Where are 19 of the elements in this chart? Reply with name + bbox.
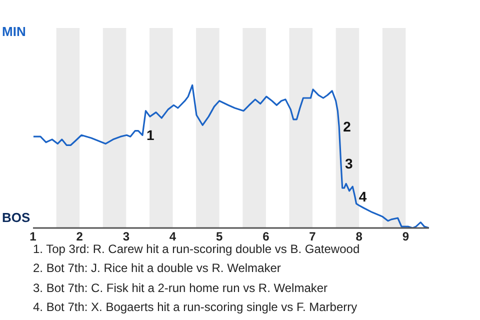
annotation: 2: [343, 118, 352, 135]
text: MIN: [2, 24, 26, 39]
x-tick-label: 5: [216, 230, 224, 244]
annotation: 4: [358, 188, 367, 205]
text: 4. Bot 7th: X. Bogaerts hit a run-scoring single vs F. Marberry: [33, 298, 358, 316]
x-tick-label: 4: [169, 230, 176, 244]
x-tick-label: 9: [402, 230, 410, 244]
annotation: 3: [344, 156, 353, 172]
annotation: 1: [146, 127, 154, 144]
x-tick-label: 2: [76, 230, 84, 244]
text: 1. Top 3rd: R. Carew hit a run-scoring double vs B. Gatewood: [33, 241, 360, 258]
text: 3. Bot 7th: C. Fisk hit a 2-run home run vs R. Welmaker: [33, 280, 329, 297]
text: 2. Bot 7th: J. Rice hit a double vs R. Welmaker: [33, 260, 282, 278]
x-tick-label: 1: [30, 230, 37, 244]
x-tick-label: 3: [122, 230, 130, 244]
x-tick-label: 8: [356, 230, 363, 244]
x-tick-label: 6: [262, 230, 270, 244]
x-tick-label: 7: [309, 230, 316, 244]
text: BOS: [2, 210, 30, 225]
